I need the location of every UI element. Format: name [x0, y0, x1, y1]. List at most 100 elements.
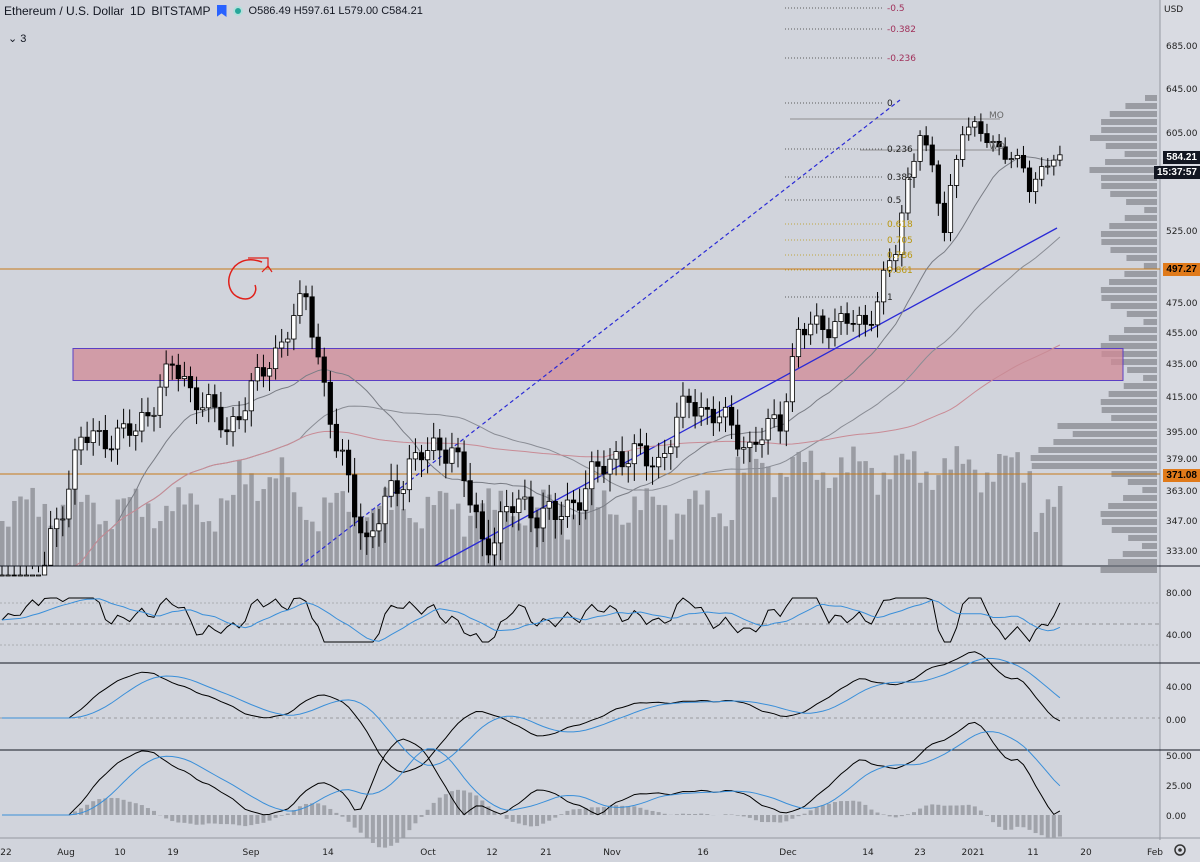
- market-status-icon: [232, 6, 243, 16]
- macd-histogram-bar: [832, 802, 837, 815]
- volume-profile-row: [1100, 399, 1157, 405]
- candle-body: [735, 424, 741, 450]
- volume-bar: [972, 469, 978, 566]
- symbol-name[interactable]: Ethereum / U.S. Dollar: [4, 4, 125, 18]
- price-tick-label: 363.00: [1166, 487, 1198, 497]
- candle-body: [127, 423, 133, 436]
- candle-body: [358, 516, 364, 534]
- volume-profile-row: [1057, 423, 1157, 429]
- volume-bar: [924, 471, 929, 566]
- volume-bar: [212, 531, 218, 566]
- candle-body: [364, 532, 370, 538]
- volume-profile-row: [1124, 151, 1157, 157]
- candle-body: [844, 313, 850, 324]
- volume-bar: [547, 494, 552, 566]
- candle-body: [266, 368, 273, 377]
- volume-bar: [145, 503, 151, 566]
- volume-bar: [334, 492, 339, 566]
- candle-body: [473, 504, 479, 513]
- macd-histogram-bar: [912, 812, 916, 815]
- interval-label[interactable]: 1D: [130, 4, 146, 18]
- macd-histogram-bar: [735, 815, 740, 816]
- candle-body: [406, 458, 412, 491]
- volume-bar: [316, 531, 321, 566]
- macd-histogram-bar: [510, 815, 515, 822]
- bookmark-icon[interactable]: [216, 5, 227, 17]
- volume-bar: [504, 511, 510, 566]
- candle-body: [601, 465, 607, 475]
- volume-bar: [984, 472, 990, 566]
- candle-body: [139, 412, 145, 432]
- oscillator-tick-label: 50.00: [1166, 752, 1192, 762]
- time-tick-label: Nov: [603, 848, 621, 858]
- time-tick-label: 10: [114, 848, 126, 858]
- volume-bar: [875, 494, 881, 566]
- macd-histogram-bar: [1045, 815, 1050, 838]
- candle-body: [558, 516, 564, 520]
- volume-profile-row: [1108, 335, 1157, 341]
- candle-body: [759, 439, 765, 445]
- volume-bar: [0, 521, 5, 566]
- macd-histogram-bar: [121, 799, 126, 815]
- candle-body: [412, 452, 419, 460]
- macd-histogram-bar: [790, 815, 795, 819]
- candle-body: [418, 452, 425, 461]
- oscillator-tick-label: 80.00: [1166, 589, 1192, 599]
- candle-body: [947, 185, 954, 233]
- macd-histogram-bar: [200, 815, 205, 825]
- macd-histogram-bar: [778, 815, 783, 823]
- candle-body: [315, 336, 321, 358]
- candle-body: [279, 341, 285, 349]
- macd-histogram-bar: [991, 815, 996, 823]
- macd-histogram-bar: [644, 809, 649, 815]
- macd-histogram-bar: [218, 815, 223, 825]
- macd-histogram-bar: [346, 815, 351, 822]
- volume-profile-row: [1143, 375, 1157, 381]
- candle-body: [291, 315, 297, 340]
- macd-histogram-bar: [839, 801, 844, 815]
- macd-histogram-bar: [632, 806, 637, 815]
- candle-body: [729, 406, 735, 426]
- volume-bar: [12, 500, 17, 566]
- macd-histogram-bar: [978, 810, 983, 815]
- volume-bar: [279, 457, 285, 566]
- candle-body: [595, 461, 601, 467]
- macd-histogram-bar: [468, 792, 473, 815]
- volume-bar: [565, 539, 570, 566]
- candle-body: [345, 449, 352, 476]
- price-tick-label: 685.00: [1166, 42, 1198, 52]
- macd-histogram-bar: [279, 815, 284, 816]
- level-lower-tag: 371.08: [1163, 469, 1200, 482]
- candle-body: [1020, 154, 1027, 169]
- macd-histogram-bar: [522, 815, 527, 826]
- macd-histogram-bar: [680, 813, 685, 815]
- volume-profile-row: [1128, 535, 1157, 541]
- volume-bar: [881, 472, 887, 566]
- volume-bar: [863, 461, 868, 566]
- macd-histogram-bar: [820, 805, 825, 815]
- volume-profile-row: [1126, 199, 1157, 205]
- time-tick-label: 23: [914, 848, 925, 858]
- volume-bar: [389, 509, 394, 566]
- indicator-toggle[interactable]: ⌄ 3: [8, 32, 26, 45]
- fib-ratio-label: 0.786: [887, 251, 913, 261]
- settings-gear-icon[interactable]: [1174, 844, 1186, 856]
- volume-profile-row: [1089, 135, 1157, 141]
- candle-body: [984, 133, 990, 143]
- volume-bar: [291, 492, 297, 566]
- candle-body: [674, 416, 680, 448]
- candle-body: [157, 386, 163, 416]
- volume-bar: [857, 461, 862, 566]
- volume-profile-row: [1109, 279, 1157, 285]
- volume-bar: [182, 504, 187, 566]
- macd-histogram-bar: [243, 815, 248, 827]
- macd-histogram-bar: [1051, 815, 1056, 839]
- price-tick-label: 645.00: [1166, 85, 1198, 95]
- volume-bar: [991, 481, 996, 566]
- volume-profile-row: [1111, 415, 1157, 421]
- candle-body: [862, 314, 868, 325]
- volume-bar: [741, 472, 747, 566]
- candle-body: [534, 517, 540, 529]
- candle-body: [795, 328, 802, 358]
